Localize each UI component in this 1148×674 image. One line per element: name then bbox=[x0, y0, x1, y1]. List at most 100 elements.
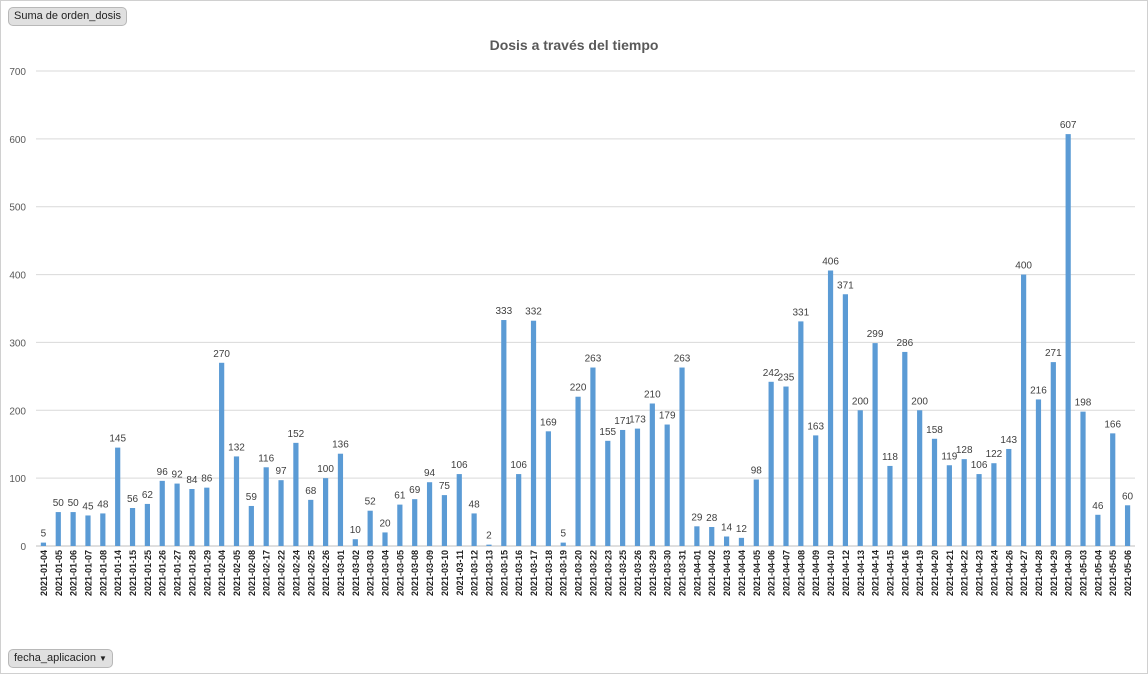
x-tick-label: 2021-03-19 bbox=[559, 550, 569, 596]
bar[interactable] bbox=[1110, 433, 1116, 546]
bar[interactable] bbox=[1050, 362, 1056, 546]
bar[interactable] bbox=[159, 480, 165, 546]
bar[interactable] bbox=[902, 351, 908, 546]
bar[interactable] bbox=[337, 453, 344, 546]
data-label: 333 bbox=[495, 306, 512, 317]
bar[interactable] bbox=[115, 447, 121, 546]
bar[interactable] bbox=[293, 442, 299, 546]
bar[interactable] bbox=[575, 396, 581, 546]
x-tick-label: 2021-04-21 bbox=[945, 550, 955, 596]
bar[interactable] bbox=[827, 270, 834, 547]
x-tick-label: 2021-03-11 bbox=[455, 550, 465, 596]
bar[interactable] bbox=[946, 465, 952, 546]
bar[interactable] bbox=[219, 362, 225, 546]
bar[interactable] bbox=[813, 435, 819, 546]
bar[interactable] bbox=[1035, 399, 1042, 546]
bar[interactable] bbox=[679, 367, 685, 546]
x-tick-label: 2021-04-27 bbox=[1019, 550, 1029, 596]
dropdown-arrow-icon: ▼ bbox=[99, 654, 107, 663]
bar[interactable] bbox=[397, 504, 403, 546]
x-tick-label: 2021-02-08 bbox=[247, 550, 257, 596]
bar[interactable] bbox=[649, 403, 655, 547]
bar[interactable] bbox=[590, 367, 596, 546]
bar[interactable] bbox=[233, 456, 240, 546]
bar[interactable] bbox=[426, 482, 433, 546]
bar[interactable] bbox=[545, 431, 551, 546]
x-tick-label: 2021-04-04 bbox=[737, 550, 747, 596]
bar[interactable] bbox=[1124, 505, 1131, 546]
bar[interactable] bbox=[857, 410, 863, 546]
bar[interactable] bbox=[144, 503, 150, 546]
bar[interactable] bbox=[1095, 514, 1101, 546]
bar[interactable] bbox=[204, 487, 210, 546]
bar[interactable] bbox=[471, 513, 477, 546]
bar[interactable] bbox=[278, 480, 284, 546]
bar[interactable] bbox=[516, 474, 522, 546]
bar[interactable] bbox=[501, 320, 507, 546]
bar[interactable] bbox=[560, 542, 566, 546]
data-label: 132 bbox=[228, 442, 245, 453]
bar[interactable] bbox=[991, 463, 997, 546]
bar[interactable] bbox=[783, 386, 789, 546]
x-tick-label: 2021-03-26 bbox=[633, 550, 643, 596]
data-label: 235 bbox=[778, 373, 795, 384]
bar[interactable] bbox=[709, 527, 715, 546]
bar[interactable] bbox=[263, 467, 269, 546]
data-label: 331 bbox=[793, 307, 810, 318]
values-field-button[interactable]: Suma de orden_dosis bbox=[8, 7, 128, 26]
bar[interactable] bbox=[723, 536, 730, 547]
bar[interactable] bbox=[1006, 448, 1012, 546]
bar[interactable] bbox=[1065, 134, 1071, 546]
y-tick-label: 600 bbox=[9, 135, 26, 146]
bar[interactable] bbox=[931, 438, 938, 546]
bar[interactable] bbox=[887, 465, 893, 546]
bar[interactable] bbox=[85, 515, 91, 546]
x-tick-label: 2021-02-17 bbox=[262, 550, 272, 596]
bar[interactable] bbox=[961, 459, 967, 546]
bar[interactable] bbox=[664, 424, 670, 546]
bar[interactable] bbox=[174, 483, 180, 546]
bar[interactable] bbox=[367, 510, 373, 546]
bar[interactable] bbox=[842, 294, 848, 546]
bar[interactable] bbox=[1080, 411, 1086, 546]
bar[interactable] bbox=[412, 499, 418, 546]
bar[interactable] bbox=[40, 542, 47, 546]
bar[interactable] bbox=[976, 474, 982, 546]
axis-field-button[interactable]: fecha_aplicacion ▼ bbox=[8, 649, 113, 668]
data-label: 2 bbox=[486, 531, 492, 542]
x-tick-label: 2021-02-26 bbox=[321, 550, 331, 596]
bar[interactable] bbox=[189, 489, 195, 546]
bar[interactable] bbox=[872, 343, 878, 546]
bar[interactable] bbox=[382, 532, 388, 546]
bar[interactable] bbox=[1021, 274, 1027, 546]
x-tick-label: 2021-04-15 bbox=[885, 550, 895, 596]
bar[interactable] bbox=[694, 526, 700, 546]
bar[interactable] bbox=[456, 474, 462, 546]
bar[interactable] bbox=[605, 440, 611, 546]
bar[interactable] bbox=[308, 499, 314, 546]
bar[interactable] bbox=[352, 539, 358, 546]
bar[interactable] bbox=[738, 537, 745, 546]
bar[interactable] bbox=[248, 505, 254, 546]
x-tick-label: 2021-03-22 bbox=[588, 550, 598, 596]
bar[interactable] bbox=[129, 508, 136, 546]
data-label: 271 bbox=[1045, 348, 1062, 359]
bar[interactable] bbox=[798, 321, 804, 546]
bar[interactable] bbox=[620, 429, 626, 546]
x-tick-label: 2021-01-15 bbox=[128, 550, 138, 596]
bar[interactable] bbox=[486, 544, 492, 546]
bar[interactable] bbox=[753, 479, 759, 547]
bar[interactable] bbox=[55, 512, 61, 546]
bar[interactable] bbox=[323, 478, 329, 546]
x-tick-label: 2021-04-13 bbox=[856, 550, 866, 596]
bar[interactable] bbox=[530, 320, 537, 546]
bar[interactable] bbox=[70, 512, 76, 546]
bar[interactable] bbox=[917, 410, 923, 546]
bar[interactable] bbox=[441, 495, 448, 546]
bar[interactable] bbox=[100, 513, 106, 546]
x-tick-label: 2021-03-05 bbox=[395, 550, 405, 596]
data-label: 86 bbox=[201, 474, 213, 485]
x-tick-label: 2021-03-16 bbox=[514, 550, 524, 596]
bar[interactable] bbox=[768, 381, 774, 546]
bar[interactable] bbox=[634, 428, 641, 546]
